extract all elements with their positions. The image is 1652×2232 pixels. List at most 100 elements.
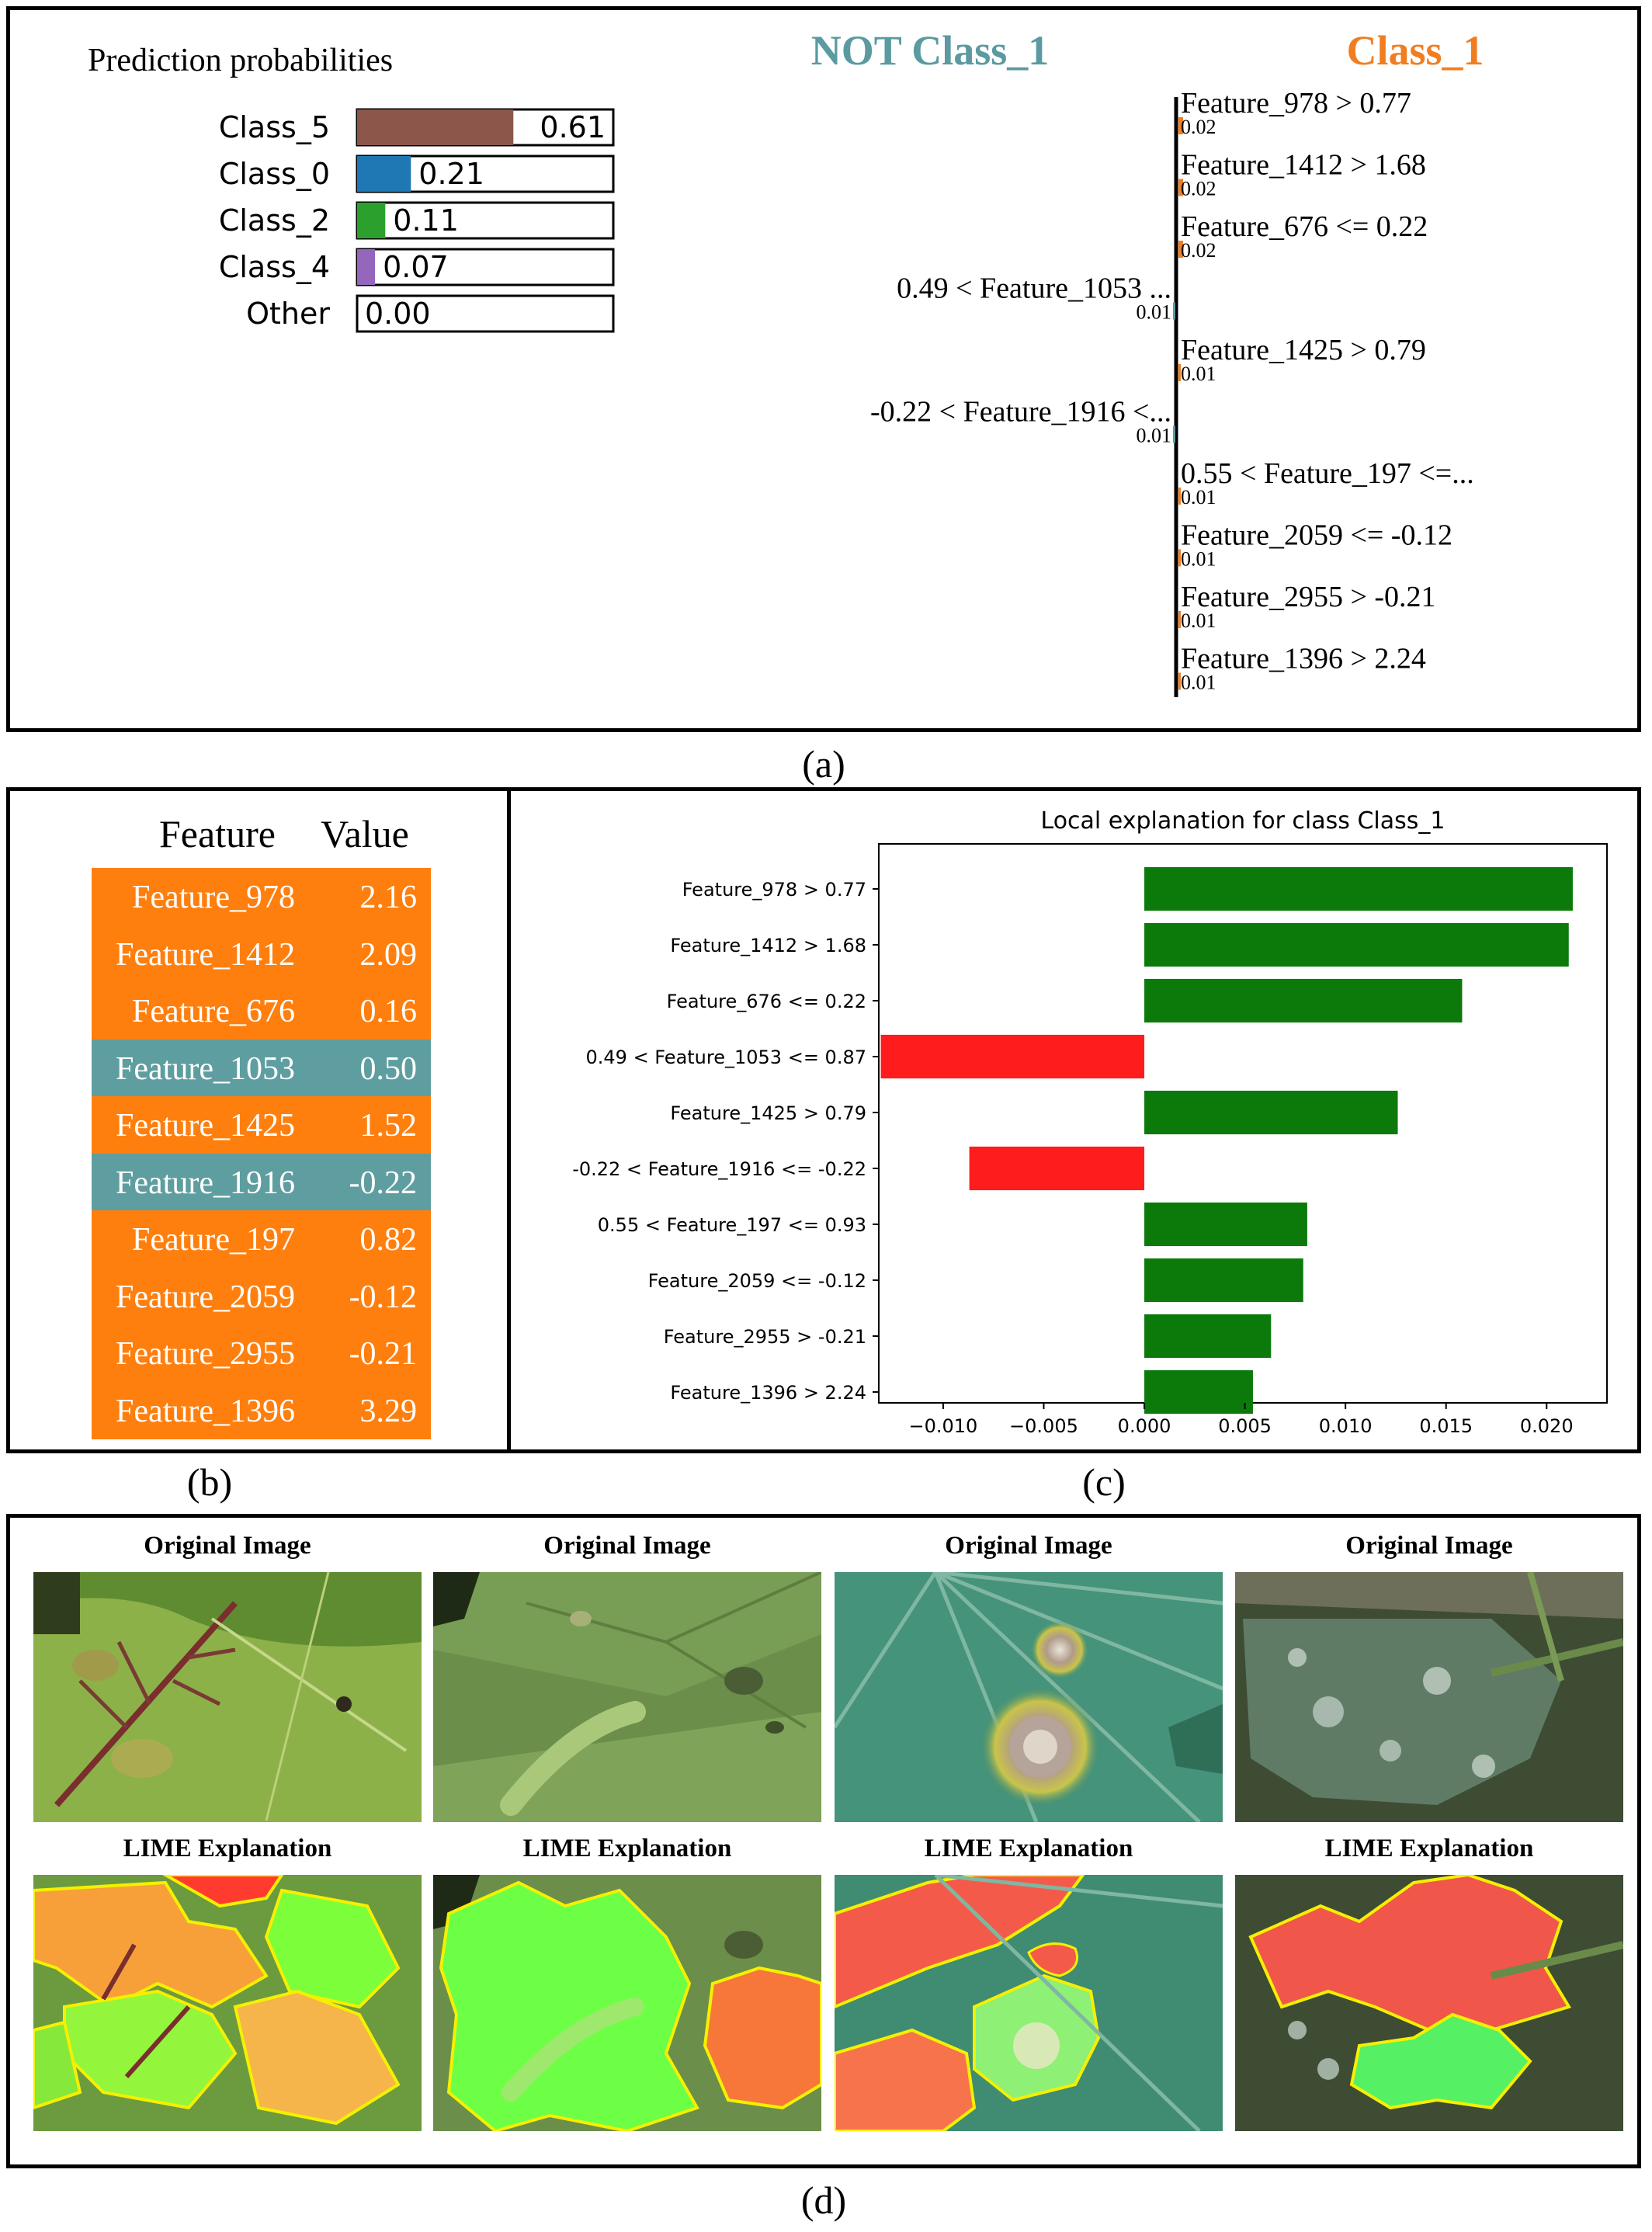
lime-title-4: LIME Explanation bbox=[1324, 1835, 1534, 1862]
original-image-4 bbox=[1235, 1572, 1623, 1822]
table-cell-feature: Feature_2955 bbox=[116, 1336, 295, 1372]
table-cell-value: 0.82 bbox=[359, 1222, 418, 1258]
table-cell-feature: Feature_1425 bbox=[116, 1108, 295, 1144]
contribution-label: Feature_1412 > 1.68 bbox=[1181, 149, 1426, 182]
prob-value: 0.61 bbox=[540, 110, 606, 144]
local-explanation-bar-chart: Local explanation for class Class_1 Featu… bbox=[572, 807, 1608, 1437]
table-cell-feature: Feature_1053 bbox=[116, 1050, 295, 1087]
contribution-bar bbox=[1178, 672, 1181, 690]
table-cell-feature: Feature_2059 bbox=[116, 1279, 295, 1315]
contribution-label: 0.55 < Feature_197 <=... bbox=[1181, 457, 1474, 490]
contribution-value: 0.01 bbox=[1181, 363, 1216, 385]
contribution-label: Feature_978 > 0.77 bbox=[1181, 87, 1411, 120]
bar bbox=[1144, 1369, 1253, 1415]
prob-value: 0.07 bbox=[383, 250, 449, 284]
table-row: Feature_1425 1.52 bbox=[92, 1096, 431, 1154]
contribution-value: 0.02 bbox=[1181, 239, 1216, 262]
y-tick-label: Feature_2955 > -0.21 bbox=[664, 1326, 866, 1348]
caption-b: (b) bbox=[186, 1460, 233, 1504]
bar bbox=[1144, 1202, 1307, 1247]
prob-value: 0.21 bbox=[418, 157, 484, 191]
lime-title-2: LIME Explanation bbox=[522, 1835, 732, 1862]
contribution-bar bbox=[1178, 364, 1181, 381]
table-cell-feature: Feature_1396 bbox=[116, 1393, 295, 1429]
y-tick-label: Feature_2059 <= -0.12 bbox=[648, 1270, 866, 1292]
prob-value: 0.11 bbox=[393, 203, 459, 238]
x-tick-label: 0.000 bbox=[1118, 1415, 1171, 1437]
table-cell-value: 0.50 bbox=[359, 1050, 418, 1087]
contribution-bar bbox=[1173, 425, 1175, 443]
table-cell-feature: Feature_978 bbox=[132, 880, 295, 915]
not-class-title: NOT Class_1 bbox=[811, 27, 1050, 74]
contribution-label: Feature_1425 > 0.79 bbox=[1181, 334, 1426, 366]
y-tick-label: Feature_1396 > 2.24 bbox=[670, 1382, 866, 1404]
contribution-value: 0.01 bbox=[1137, 425, 1172, 447]
table-cell-value: -0.12 bbox=[349, 1279, 418, 1315]
table-row: Feature_2059 -0.12 bbox=[92, 1267, 431, 1325]
table-row: Feature_1053 0.50 bbox=[92, 1039, 431, 1097]
x-tick-label: 0.010 bbox=[1319, 1415, 1373, 1437]
original-image-title-3: Original Image bbox=[945, 1532, 1112, 1560]
feature-table: Feature Value Feature_978 2.16 Feature_141… bbox=[10, 791, 507, 1449]
lime-explanation-3 bbox=[835, 1875, 1223, 2131]
x-tick-label: 0.005 bbox=[1218, 1415, 1272, 1437]
bar bbox=[1144, 978, 1463, 1023]
prob-label: Class_5 bbox=[219, 110, 330, 144]
x-tick-label: −0.005 bbox=[1009, 1415, 1078, 1437]
prob-label: Other bbox=[246, 297, 330, 331]
contribution-bar bbox=[1178, 549, 1181, 567]
bar bbox=[1144, 1258, 1303, 1303]
contribution-value: 0.01 bbox=[1137, 301, 1172, 324]
panel-a: Prediction probabilities Class_5 0.61 Class… bbox=[6, 6, 1641, 732]
panel-c: Local explanation for class Class_1 Featu… bbox=[507, 787, 1641, 1453]
table-cell-value: -0.21 bbox=[349, 1336, 418, 1372]
contribution-value: 0.01 bbox=[1181, 486, 1216, 509]
contribution-value: 0.01 bbox=[1181, 609, 1216, 632]
contribution-label: Feature_2955 > -0.21 bbox=[1181, 581, 1436, 613]
x-tick-label: 0.020 bbox=[1520, 1415, 1574, 1437]
prob-box bbox=[356, 201, 615, 240]
contribution-value: 0.02 bbox=[1181, 116, 1216, 138]
table-cell-value: -0.22 bbox=[349, 1165, 418, 1201]
table-row: Feature_676 0.16 bbox=[92, 982, 431, 1040]
lime-probability-and-contribution-chart: Prediction probabilities Class_5 0.61 Class… bbox=[88, 27, 1484, 697]
caption-a: (a) bbox=[802, 742, 845, 786]
original-image-title-1: Original Image bbox=[144, 1532, 311, 1560]
contribution-value: 0.02 bbox=[1181, 178, 1216, 200]
original-image-3 bbox=[835, 1572, 1223, 1822]
contribution-bar bbox=[1178, 179, 1183, 196]
prob-bar bbox=[357, 203, 386, 238]
prob-bar bbox=[357, 156, 411, 192]
bar bbox=[880, 1034, 1145, 1079]
contribution-label: Feature_676 <= 0.22 bbox=[1181, 210, 1428, 243]
lime-explanation-2 bbox=[433, 1875, 821, 2131]
contribution-label: -0.22 < Feature_1916 <... bbox=[870, 396, 1171, 429]
table-cell-value: 0.16 bbox=[359, 994, 418, 1029]
table-cell-feature: Feature_676 bbox=[132, 994, 295, 1029]
bar bbox=[1144, 866, 1573, 911]
table-row: Feature_1916 -0.22 bbox=[92, 1153, 431, 1211]
y-tick-label: Feature_1425 > 0.79 bbox=[670, 1102, 866, 1124]
chart-title: Local explanation for class Class_1 bbox=[1041, 807, 1446, 835]
prob-label: Class_4 bbox=[219, 250, 330, 284]
caption-d: (d) bbox=[800, 2178, 847, 2222]
bar bbox=[1144, 1314, 1272, 1359]
lime-explanation-1 bbox=[33, 1875, 422, 2131]
table-row: Feature_2955 -0.21 bbox=[92, 1324, 431, 1382]
table-cell-value: 3.29 bbox=[359, 1393, 418, 1429]
x-tick-label: 0.015 bbox=[1419, 1415, 1473, 1437]
y-tick-label: 0.55 < Feature_197 <= 0.93 bbox=[598, 1214, 866, 1236]
table-row: Feature_197 0.82 bbox=[92, 1210, 431, 1268]
contribution-label: Feature_2059 <= -0.12 bbox=[1181, 519, 1452, 552]
contribution-label: Feature_1396 > 2.24 bbox=[1181, 643, 1426, 675]
bar bbox=[969, 1146, 1145, 1191]
contribution-bar bbox=[1178, 117, 1183, 134]
y-tick-label: Feature_1412 > 1.68 bbox=[670, 935, 866, 956]
contribution-value: 0.01 bbox=[1181, 548, 1216, 571]
table-header-feature: Feature bbox=[159, 812, 276, 856]
y-tick-label: Feature_676 <= 0.22 bbox=[667, 991, 866, 1012]
lime-title-3: LIME Explanation bbox=[924, 1835, 1133, 1862]
table-cell-value: 2.09 bbox=[359, 936, 418, 973]
y-tick-label: Feature_978 > 0.77 bbox=[682, 879, 866, 901]
original-image-1 bbox=[33, 1572, 422, 1822]
